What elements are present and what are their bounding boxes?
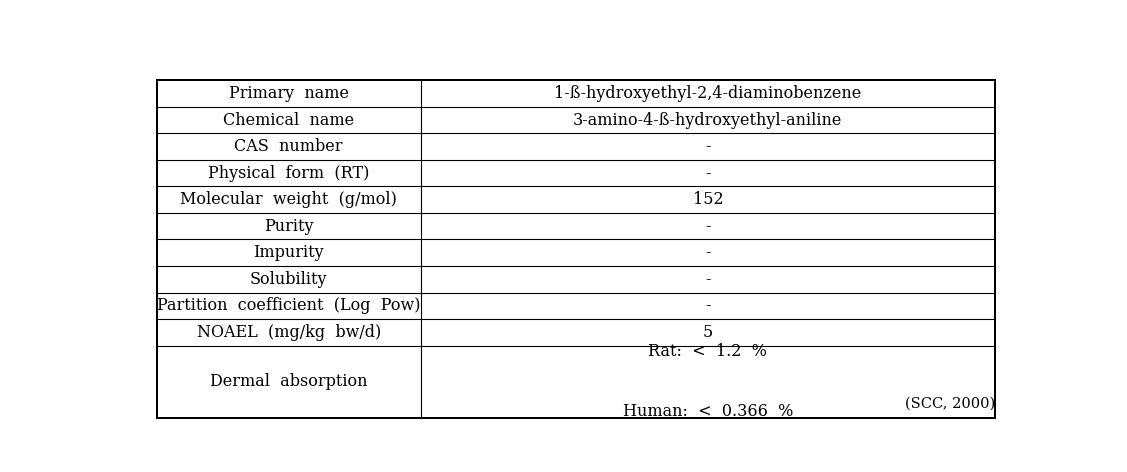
Text: Partition  coefficient  (Log  Pow): Partition coefficient (Log Pow) xyxy=(157,297,420,314)
Text: 5: 5 xyxy=(703,324,713,341)
Text: 152: 152 xyxy=(693,191,724,208)
Text: -: - xyxy=(706,218,711,235)
Text: -: - xyxy=(706,138,711,155)
Text: Primary  name: Primary name xyxy=(229,85,348,102)
Text: Chemical  name: Chemical name xyxy=(223,111,354,128)
Text: 1-ß-hydroxyethyl-2,4-diaminobenzene: 1-ß-hydroxyethyl-2,4-diaminobenzene xyxy=(554,85,861,102)
Text: -: - xyxy=(706,165,711,182)
Text: NOAEL  (mg/kg  bw/d): NOAEL (mg/kg bw/d) xyxy=(196,324,381,341)
Text: 3-amino-4-ß-hydroxyethyl-aniline: 3-amino-4-ß-hydroxyethyl-aniline xyxy=(574,111,843,128)
Text: -: - xyxy=(706,271,711,288)
Text: Physical  form  (RT): Physical form (RT) xyxy=(208,165,370,182)
Text: Purity: Purity xyxy=(264,218,313,235)
Text: Impurity: Impurity xyxy=(254,244,323,261)
Text: CAS  number: CAS number xyxy=(234,138,343,155)
Text: Rat:  <  1.2  %

Human:  <  0.366  %: Rat: < 1.2 % Human: < 0.366 % xyxy=(623,344,793,421)
Text: Solubility: Solubility xyxy=(250,271,328,288)
Text: -: - xyxy=(706,297,711,314)
Text: (SCC, 2000): (SCC, 2000) xyxy=(905,397,995,411)
Text: Dermal  absorption: Dermal absorption xyxy=(210,373,367,390)
Text: Molecular  weight  (g/mol): Molecular weight (g/mol) xyxy=(180,191,397,208)
Text: -: - xyxy=(706,244,711,261)
